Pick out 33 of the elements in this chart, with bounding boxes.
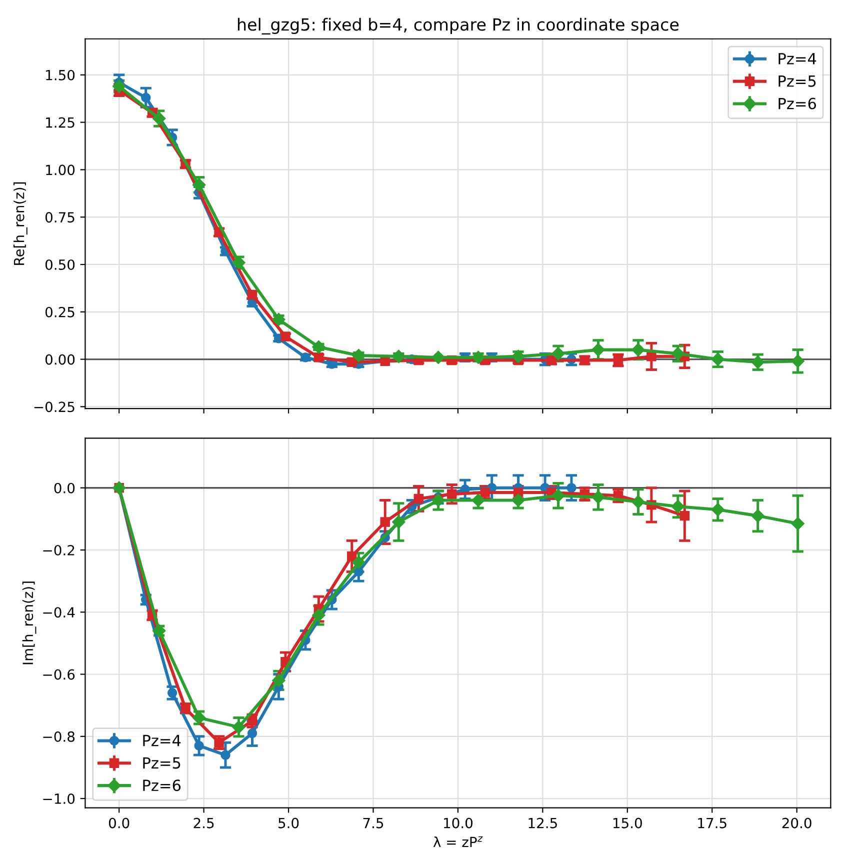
legend-label: Pz=5 [778, 76, 816, 87]
legend-label: Pz=4 [778, 53, 816, 64]
x-tick-label: 12.5 [528, 818, 557, 828]
y-tick-label: 0.75 [45, 212, 74, 223]
y-tick-label: −0.4 [43, 607, 75, 618]
x-tick-label: 2.5 [194, 818, 214, 828]
y-tick-label: 1.25 [46, 117, 74, 128]
y-tick-label: 1.00 [46, 164, 75, 176]
y-tick-label: 1.50 [46, 70, 75, 80]
y-tick-label: −0.25 [34, 402, 74, 412]
y-tick-label: 0.25 [45, 306, 74, 318]
y-tick-label: −0.8 [43, 731, 75, 742]
legend-label: Pz=5 [143, 757, 180, 769]
y-tick-label: 0.00 [45, 354, 75, 365]
x-tick-label: 0.0 [108, 818, 130, 828]
x-tick-label: 15.0 [613, 818, 642, 828]
y-tick-label: 0.50 [45, 259, 75, 270]
y-axis-title: Im[h_ren(z)] [22, 582, 36, 664]
x-tick-label: 10.0 [444, 818, 472, 828]
x-axis-title: λ = zP$^{z}$ [433, 836, 483, 848]
y-axis-title: Re[h_ren(z)] [14, 182, 28, 265]
legend-label: Pz=6 [778, 98, 816, 110]
legend-label: Pz=4 [143, 734, 181, 746]
legend-label: Pz=6 [143, 780, 181, 792]
y-tick-label: −1.0 [43, 793, 75, 804]
x-tick-label: 20.0 [782, 818, 812, 828]
x-tick-label: 5.0 [278, 818, 299, 828]
y-tick-label: −0.2 [43, 544, 74, 556]
x-tick-label: 17.5 [698, 818, 726, 828]
y-tick-label: −0.6 [43, 669, 75, 680]
x-tick-label: 7.5 [363, 818, 384, 828]
chart-title: hel_gzg5: fixed b=4, compare Pz in coordinate space [238, 18, 679, 34]
y-tick-label: 0.0 [54, 482, 75, 494]
